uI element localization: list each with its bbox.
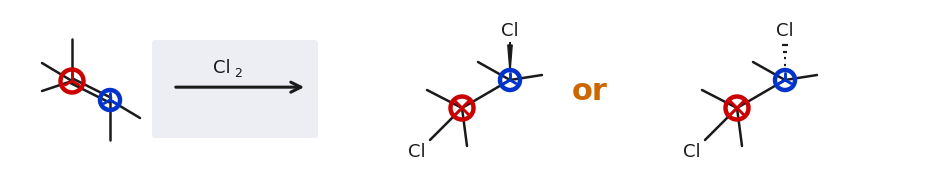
Polygon shape	[508, 45, 512, 72]
Text: Cl: Cl	[776, 22, 794, 40]
Text: or: or	[572, 76, 608, 106]
Text: Cl: Cl	[408, 143, 426, 161]
Text: Cl: Cl	[213, 59, 231, 77]
FancyBboxPatch shape	[152, 40, 318, 138]
Text: 2: 2	[234, 67, 242, 80]
Text: Cl: Cl	[684, 143, 701, 161]
Text: Cl: Cl	[502, 22, 518, 40]
